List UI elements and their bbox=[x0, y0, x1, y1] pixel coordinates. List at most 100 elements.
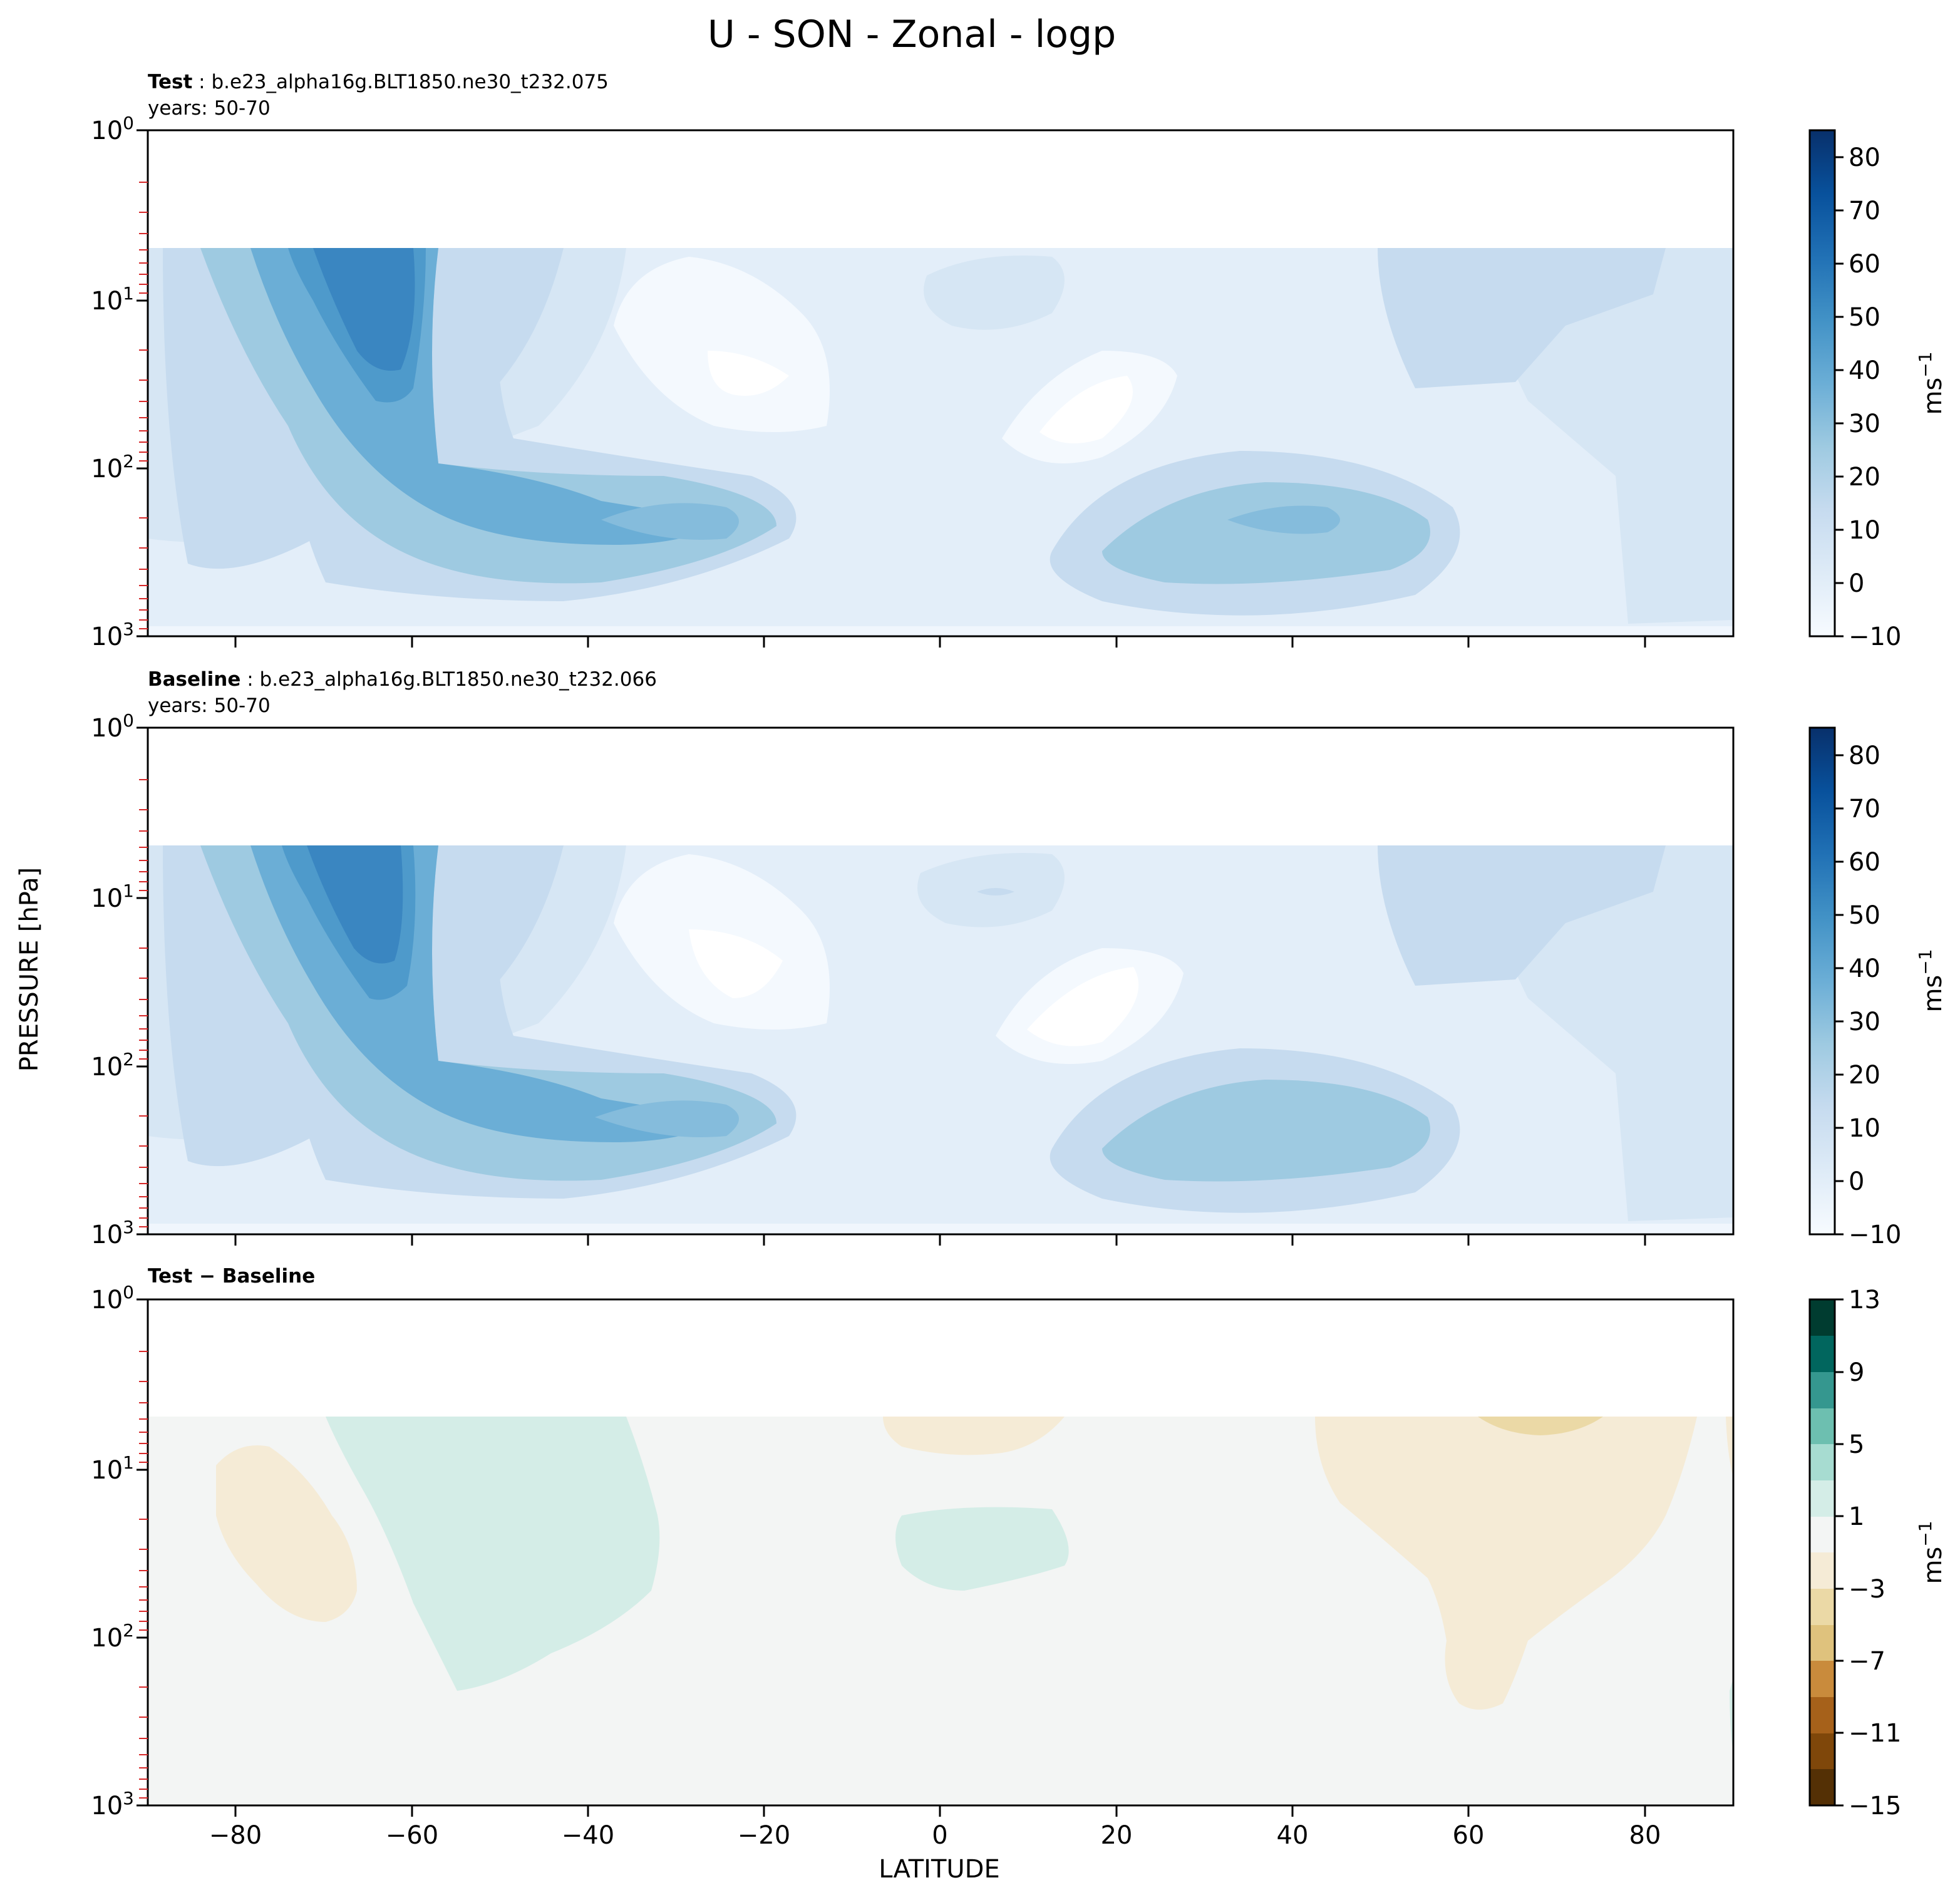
panel-baseline-years: years: 50-70 bbox=[148, 694, 271, 717]
x-ticks bbox=[234, 1234, 1646, 1246]
x-axis-label: LATITUDE bbox=[879, 1855, 999, 1884]
colorbar-tick: 80 bbox=[1849, 143, 1880, 172]
contour-band bbox=[1252, 1108, 1340, 1130]
colorbar-units: ms−1 bbox=[1915, 1521, 1947, 1584]
contour-band bbox=[614, 257, 830, 432]
contour-band bbox=[216, 1445, 357, 1622]
colorbar-tick: 10 bbox=[1849, 1114, 1880, 1143]
x-ticks bbox=[234, 636, 1646, 648]
colorbar-tick: 0 bbox=[1849, 569, 1864, 598]
y-tick-label: 103 bbox=[91, 619, 134, 651]
colorbar-gradient bbox=[1808, 726, 1836, 1236]
y-tick-label: 102 bbox=[91, 1049, 134, 1082]
contour-band bbox=[689, 929, 783, 998]
panel-difference: Test − Baseline 100 101 102 103 −80 −60 bbox=[91, 1265, 1947, 1850]
colorbar-ticks bbox=[1835, 156, 1844, 638]
y-tick-label: 100 bbox=[91, 710, 134, 743]
contour-band bbox=[895, 1507, 1069, 1591]
colorbar-tick: 40 bbox=[1849, 954, 1880, 983]
x-tick-label: 80 bbox=[1629, 1821, 1661, 1850]
colorbar-ticks bbox=[1835, 1298, 1844, 1807]
y-tick-label: 103 bbox=[91, 1788, 134, 1820]
colorbar-tick: 50 bbox=[1849, 901, 1880, 930]
y-minor-ticks bbox=[139, 1351, 148, 1799]
panel-test-case: b.e23_alpha16g.BLT1850.ne30_t232.075 bbox=[211, 71, 608, 93]
colorbar-gradient bbox=[1808, 129, 1836, 638]
panel-baseline-contours bbox=[148, 728, 1733, 1234]
panel-test-heading: Test : b.e23_alpha16g.BLT1850.ne30_t232.… bbox=[148, 71, 609, 93]
x-ticks bbox=[234, 1805, 1646, 1817]
contour-band bbox=[1102, 482, 1430, 584]
colorbar-tick: −15 bbox=[1849, 1792, 1901, 1820]
y-major-ticks bbox=[137, 129, 148, 638]
data-ceiling-mask bbox=[148, 1299, 1733, 1417]
colorbar-tick: 50 bbox=[1849, 303, 1880, 332]
y-axis-label: PRESSURE [hPa] bbox=[15, 867, 44, 1071]
colorbar-baseline: −10 0 10 20 30 40 50 60 70 80 ms−1 bbox=[1808, 726, 1947, 1249]
colorbar-tick: −3 bbox=[1849, 1575, 1885, 1604]
colorbar-band bbox=[1810, 1661, 1835, 1697]
x-tick-label: 40 bbox=[1277, 1821, 1309, 1850]
contour-band bbox=[1102, 1080, 1430, 1182]
y-major-ticks bbox=[137, 1298, 148, 1807]
y-tick-label: 100 bbox=[91, 113, 134, 145]
panel-difference-label: Test − Baseline bbox=[148, 1265, 315, 1288]
contour-band bbox=[1378, 248, 1666, 388]
panel-test: Test : b.e23_alpha16g.BLT1850.ne30_t232.… bbox=[91, 71, 1947, 651]
colorbar-frame bbox=[1808, 1298, 1836, 1807]
panel-baseline-case: b.e23_alpha16g.BLT1850.ne30_t232.066 bbox=[260, 668, 657, 691]
panel-baseline-colon: : bbox=[240, 668, 259, 691]
colorbar-tick: 40 bbox=[1849, 356, 1880, 385]
y-minor-ticks bbox=[139, 779, 148, 1227]
contour-band bbox=[595, 1100, 739, 1137]
colorbar-tick: 30 bbox=[1849, 410, 1880, 438]
colorbar-tick: −10 bbox=[1849, 622, 1901, 651]
contour-band bbox=[977, 888, 1014, 896]
contour-band bbox=[1726, 1417, 1733, 1478]
panel-difference-x-axis: −80 −60 −40 −20 0 20 40 60 80 bbox=[209, 1805, 1661, 1850]
colorbar-band bbox=[1810, 1480, 1835, 1517]
colorbar-tick: 5 bbox=[1849, 1430, 1864, 1459]
colorbar-band bbox=[1810, 1299, 1835, 1336]
colorbar-tick: 13 bbox=[1849, 1286, 1880, 1314]
y-tick-label: 102 bbox=[91, 1620, 134, 1653]
figure-title: U - SON - Zonal - logp bbox=[708, 13, 1116, 56]
colorbar-tick: −7 bbox=[1849, 1647, 1885, 1676]
colorbar-tick: 20 bbox=[1849, 463, 1880, 492]
contour-band bbox=[326, 1417, 660, 1691]
panel-test-colon: : bbox=[192, 71, 211, 93]
contour-band bbox=[601, 503, 739, 540]
colorbar-band bbox=[1810, 1733, 1835, 1769]
colorbar-units: ms−1 bbox=[1915, 351, 1947, 415]
contour-band bbox=[313, 248, 415, 371]
panel-test-contours bbox=[148, 130, 1733, 636]
colorbar-tick: 10 bbox=[1849, 516, 1880, 545]
colorbar-band bbox=[1810, 1624, 1835, 1661]
y-tick-label: 101 bbox=[91, 880, 134, 913]
panel-baseline-label: Baseline bbox=[148, 668, 240, 691]
panel-baseline: Baseline : b.e23_alpha16g.BLT1850.ne30_t… bbox=[91, 668, 1947, 1249]
contour-band bbox=[307, 845, 403, 964]
data-ceiling-mask bbox=[148, 130, 1733, 248]
contour-band bbox=[708, 351, 789, 396]
colorbar-units: ms−1 bbox=[1915, 949, 1947, 1012]
panel-test-years: years: 50-70 bbox=[148, 97, 271, 120]
colorbar-band bbox=[1810, 1516, 1835, 1552]
contour-band bbox=[1027, 967, 1139, 1046]
colorbar-difference: −15 −11 −7 −3 1 5 9 13 ms−1 bbox=[1808, 1286, 1947, 1820]
x-tick-label: 20 bbox=[1101, 1821, 1133, 1850]
y-tick-label: 100 bbox=[91, 1282, 134, 1314]
y-tick-label: 101 bbox=[91, 283, 134, 316]
y-tick-label: 102 bbox=[91, 451, 134, 483]
colorbar-tick: 30 bbox=[1849, 1008, 1880, 1036]
colorbar-tick: 70 bbox=[1849, 795, 1880, 824]
colorbar-tick: 60 bbox=[1849, 848, 1880, 877]
x-tick-label: 0 bbox=[932, 1821, 947, 1850]
y-tick-label: 103 bbox=[91, 1217, 134, 1249]
colorbar-band bbox=[1810, 1444, 1835, 1480]
x-tick-label: 60 bbox=[1453, 1821, 1485, 1850]
contour-band bbox=[1478, 1417, 1603, 1435]
colorbar-band bbox=[1810, 1697, 1835, 1733]
colorbar-band bbox=[1810, 1372, 1835, 1408]
